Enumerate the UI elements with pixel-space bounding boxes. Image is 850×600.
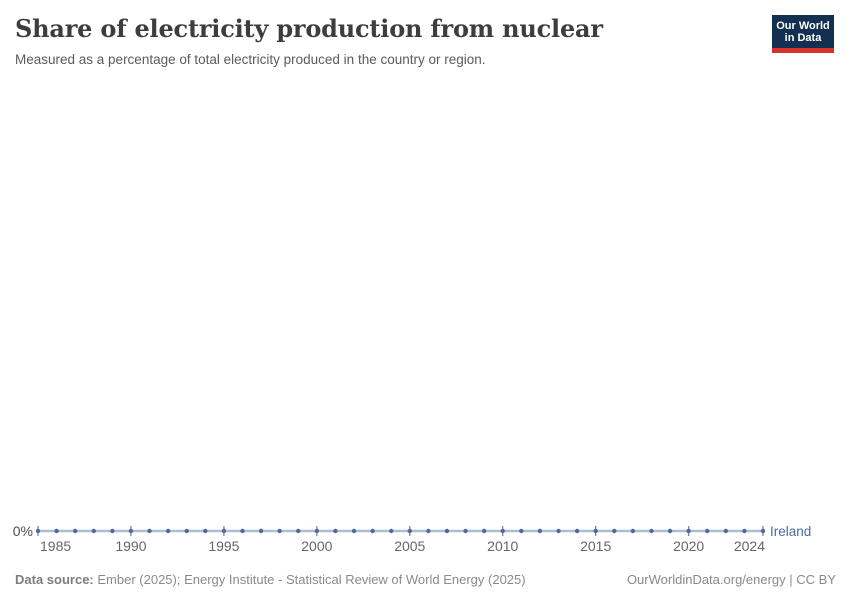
data-point[interactable]	[574, 528, 580, 534]
data-point[interactable]	[370, 528, 375, 534]
data-point[interactable]	[612, 528, 617, 534]
data-point[interactable]	[686, 528, 691, 534]
owid-logo-text: Our World in Data	[772, 15, 834, 48]
chart-subtitle: Measured as a percentage of total electr…	[15, 52, 486, 67]
data-point[interactable]	[165, 528, 171, 534]
data-point[interactable]	[277, 528, 282, 534]
data-point[interactable]	[760, 528, 766, 534]
x-axis-tick-label: 2015	[580, 538, 611, 554]
data-point[interactable]	[35, 528, 41, 534]
data-point[interactable]	[705, 528, 710, 534]
chart-footer: Data source: Ember (2025); Energy Instit…	[15, 572, 836, 587]
data-point[interactable]	[742, 528, 747, 534]
x-axis-tick-label: 2005	[394, 538, 425, 554]
x-axis-tick-label: 2000	[301, 538, 332, 554]
line-chart-svg: 1985 1990 1995 2000 2005 2010 2015 2020 2024 0% Ir…	[13, 523, 812, 554]
page-title: Share of electricity production from nuc…	[15, 14, 603, 43]
data-point[interactable]	[240, 528, 245, 534]
data-point[interactable]	[444, 528, 450, 534]
data-source-text: Ember (2025); Energy Institute - Statist…	[97, 572, 526, 587]
data-point[interactable]	[128, 528, 134, 534]
data-point[interactable]	[667, 528, 673, 534]
license-credit[interactable]: OurWorldinData.org/energy | CC BY	[626, 572, 836, 587]
x-axis-tick-label: 2024	[734, 538, 765, 554]
x-axis-tick-label: 1995	[208, 538, 239, 554]
data-point[interactable]	[91, 528, 96, 534]
data-point[interactable]	[203, 528, 208, 534]
data-point[interactable]	[481, 528, 487, 534]
data-point[interactable]	[556, 528, 561, 534]
data-source-label: Data source:	[15, 572, 94, 587]
owid-logo[interactable]: Our World in Data	[772, 15, 834, 53]
data-point[interactable]	[110, 528, 115, 534]
x-axis-tick-label: 2020	[673, 538, 704, 554]
data-point[interactable]	[500, 528, 505, 534]
plot-area: 1985 1990 1995 2000 2005 2010 2015 2020 2024 0% Ir…	[0, 75, 850, 555]
data-point[interactable]	[54, 528, 59, 534]
data-point[interactable]	[258, 528, 264, 534]
data-point[interactable]	[333, 528, 338, 534]
data-point[interactable]	[649, 528, 654, 534]
data-point[interactable]	[407, 528, 412, 534]
data-source-note: Data source: Ember (2025); Energy Instit…	[15, 572, 526, 587]
x-axis-tick-label: 1985	[40, 538, 71, 554]
x-axis-tick-label: 2010	[487, 538, 518, 554]
data-point[interactable]	[630, 528, 636, 534]
data-point[interactable]	[593, 528, 598, 534]
y-axis-tick-label: 0%	[13, 523, 33, 539]
x-axis-tick-label: 1990	[115, 538, 146, 554]
data-point[interactable]	[723, 528, 729, 534]
data-point[interactable]	[314, 528, 320, 534]
data-point[interactable]	[184, 528, 189, 534]
data-point[interactable]	[519, 528, 524, 534]
data-point[interactable]	[296, 528, 301, 534]
data-point[interactable]	[389, 528, 394, 534]
data-point[interactable]	[463, 528, 468, 534]
owid-logo-red-bar	[772, 48, 834, 53]
data-point[interactable]	[351, 528, 357, 534]
data-point[interactable]	[426, 528, 431, 534]
entity-label[interactable]: Ireland	[770, 524, 811, 539]
data-point[interactable]	[72, 528, 78, 534]
data-point[interactable]	[147, 528, 152, 534]
data-point[interactable]	[221, 528, 227, 534]
data-point[interactable]	[537, 528, 543, 534]
